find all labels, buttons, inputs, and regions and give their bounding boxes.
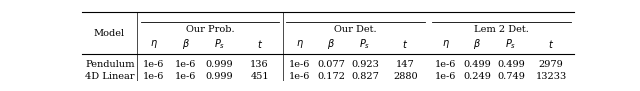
Text: $\eta$: $\eta$ xyxy=(150,38,158,50)
Text: 1e-6: 1e-6 xyxy=(435,72,456,81)
Text: $\eta$: $\eta$ xyxy=(296,38,303,50)
Text: Pendulum: Pendulum xyxy=(85,60,134,69)
Text: 0.923: 0.923 xyxy=(351,60,379,69)
Text: $P_s$: $P_s$ xyxy=(360,37,371,51)
Text: 0.499: 0.499 xyxy=(497,60,525,69)
Text: $\beta$: $\beta$ xyxy=(327,37,335,51)
Text: 0.077: 0.077 xyxy=(317,60,345,69)
Text: 2979: 2979 xyxy=(539,60,564,69)
Text: 0.499: 0.499 xyxy=(463,60,491,69)
Text: 1e-6: 1e-6 xyxy=(435,60,456,69)
Text: 0.827: 0.827 xyxy=(351,72,379,81)
Text: 0.999: 0.999 xyxy=(205,72,233,81)
Text: 13233: 13233 xyxy=(536,72,567,81)
Text: Model: Model xyxy=(93,29,125,38)
Text: Our Det.: Our Det. xyxy=(335,25,377,34)
Text: 1e-6: 1e-6 xyxy=(175,60,196,69)
Text: 0.172: 0.172 xyxy=(317,72,346,81)
Text: 2880: 2880 xyxy=(393,72,418,81)
Text: 0.249: 0.249 xyxy=(463,72,491,81)
Text: $P_s$: $P_s$ xyxy=(506,37,516,51)
Text: $\beta$: $\beta$ xyxy=(182,37,189,51)
Text: $\beta$: $\beta$ xyxy=(473,37,481,51)
Text: $P_s$: $P_s$ xyxy=(214,37,225,51)
Text: 0.999: 0.999 xyxy=(205,60,233,69)
Text: Lem 2 Det.: Lem 2 Det. xyxy=(474,25,529,34)
Text: 136: 136 xyxy=(250,60,269,69)
Text: 451: 451 xyxy=(250,72,269,81)
Text: $\eta$: $\eta$ xyxy=(442,38,449,50)
Text: 147: 147 xyxy=(396,60,415,69)
Text: 1e-6: 1e-6 xyxy=(143,72,164,81)
Text: 0.749: 0.749 xyxy=(497,72,525,81)
Text: 4D Linear: 4D Linear xyxy=(85,72,134,81)
Text: 1e-6: 1e-6 xyxy=(289,60,310,69)
Text: $t$: $t$ xyxy=(257,38,262,50)
Text: Our Prob.: Our Prob. xyxy=(186,25,234,34)
Text: $t$: $t$ xyxy=(403,38,408,50)
Text: $t$: $t$ xyxy=(548,38,554,50)
Text: 1e-6: 1e-6 xyxy=(175,72,196,81)
Text: 1e-6: 1e-6 xyxy=(143,60,164,69)
Text: 1e-6: 1e-6 xyxy=(289,72,310,81)
